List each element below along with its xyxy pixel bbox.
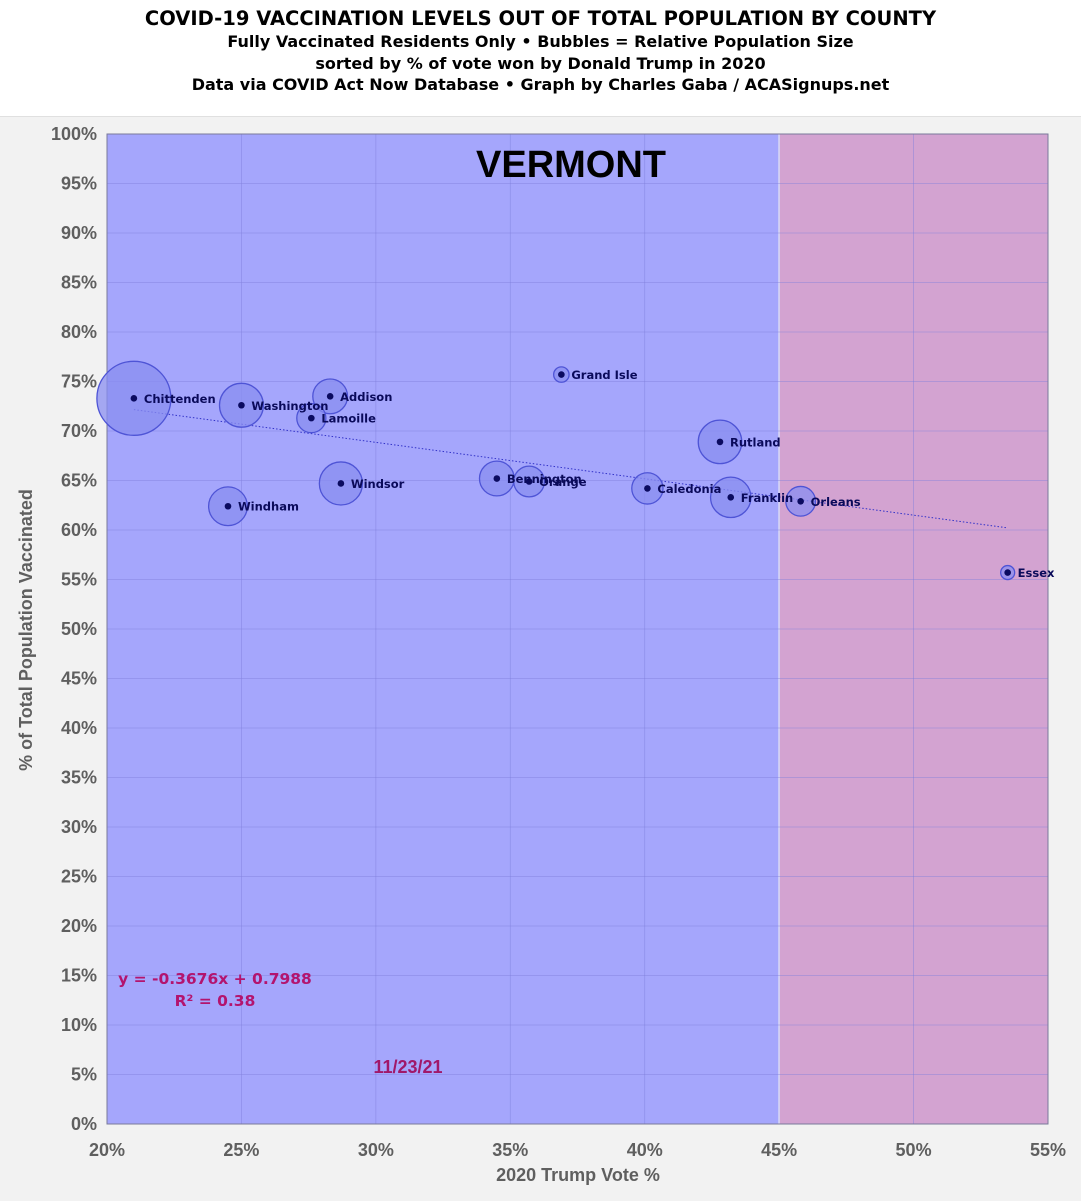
- x-axis-title: 2020 Trump Vote %: [496, 1165, 660, 1185]
- y-tick-label: 15%: [61, 966, 97, 986]
- point-dot: [716, 438, 724, 446]
- point-dot: [1004, 569, 1011, 576]
- state-title: VERMONT: [476, 144, 666, 186]
- y-axis-title: % of Total Population Vaccinated: [16, 489, 36, 771]
- point-dot: [797, 497, 804, 505]
- point-dot: [308, 414, 315, 422]
- y-tick-label: 90%: [61, 223, 97, 243]
- x-tick-label: 45%: [761, 1140, 797, 1160]
- point-label: Lamoille: [321, 412, 376, 426]
- y-tick-label: 0%: [71, 1114, 97, 1134]
- y-tick-label: 75%: [61, 372, 97, 392]
- point-label: Essex: [1018, 566, 1055, 580]
- y-tick-label: 45%: [61, 669, 97, 689]
- x-tick-label: 40%: [627, 1140, 663, 1160]
- y-tick-label: 80%: [61, 322, 97, 342]
- point-label: Caledonia: [657, 482, 721, 496]
- point-label: Washington: [251, 399, 328, 413]
- y-tick-label: 10%: [61, 1015, 97, 1035]
- y-tick-label: 55%: [61, 570, 97, 590]
- point-dot: [644, 485, 651, 492]
- point-dot: [727, 494, 735, 501]
- point-label: Orange: [539, 475, 587, 489]
- subtitle-line-1: Fully Vaccinated Residents Only • Bubble…: [227, 32, 854, 51]
- x-tick-label: 20%: [89, 1140, 125, 1160]
- y-tick-label: 25%: [61, 867, 97, 887]
- point-label: Windsor: [351, 477, 405, 491]
- point-dot: [130, 395, 138, 402]
- y-tick-label: 40%: [61, 718, 97, 738]
- point-dot: [558, 371, 565, 378]
- y-tick-label: 35%: [61, 768, 97, 788]
- trendline-equation: y = -0.3676x + 0.7988: [118, 970, 312, 988]
- point-label: Grand Isle: [571, 368, 637, 382]
- point-dot: [337, 480, 345, 487]
- subtitle-line-3: Data via COVID Act Now Database • Graph …: [191, 75, 890, 94]
- y-tick-label: 65%: [61, 471, 97, 491]
- point-dot: [493, 475, 501, 482]
- point-dot: [525, 478, 533, 485]
- point-label: Chittenden: [144, 392, 216, 406]
- point-dot: [224, 502, 232, 510]
- y-tick-label: 100%: [51, 124, 97, 144]
- x-tick-label: 30%: [358, 1140, 394, 1160]
- r-squared-label: R² = 0.38: [175, 992, 256, 1010]
- y-tick-label: 95%: [61, 174, 97, 194]
- point-dot: [238, 401, 245, 409]
- y-tick-label: 85%: [61, 273, 97, 293]
- point-label: Orleans: [811, 495, 861, 509]
- y-tick-label: 20%: [61, 916, 97, 936]
- y-tick-label: 50%: [61, 619, 97, 639]
- x-tick-label: 35%: [492, 1140, 528, 1160]
- chart-titles: COVID-19 VACCINATION LEVELS OUT OF TOTAL…: [0, 6, 1081, 96]
- point-label: Windham: [238, 500, 299, 514]
- y-tick-label: 5%: [71, 1065, 97, 1085]
- point-label: Bennington: [507, 472, 582, 486]
- main-title: COVID-19 VACCINATION LEVELS OUT OF TOTAL…: [144, 7, 937, 30]
- date-annotation: 11/23/21: [373, 1057, 442, 1077]
- point-dot: [326, 393, 334, 400]
- y-tick-label: 70%: [61, 421, 97, 441]
- plot-border: [106, 133, 1049, 1125]
- y-tick-label: 30%: [61, 817, 97, 837]
- y-tick-label: 60%: [61, 520, 97, 540]
- point-label: Rutland: [730, 435, 781, 449]
- subtitle-line-2: sorted by % of vote won by Donald Trump …: [315, 53, 766, 73]
- x-tick-label: 25%: [223, 1140, 259, 1160]
- point-label: Franklin: [741, 491, 793, 505]
- x-tick-label: 55%: [1030, 1140, 1066, 1160]
- point-label: Addison: [340, 390, 392, 404]
- x-tick-label: 50%: [896, 1140, 932, 1160]
